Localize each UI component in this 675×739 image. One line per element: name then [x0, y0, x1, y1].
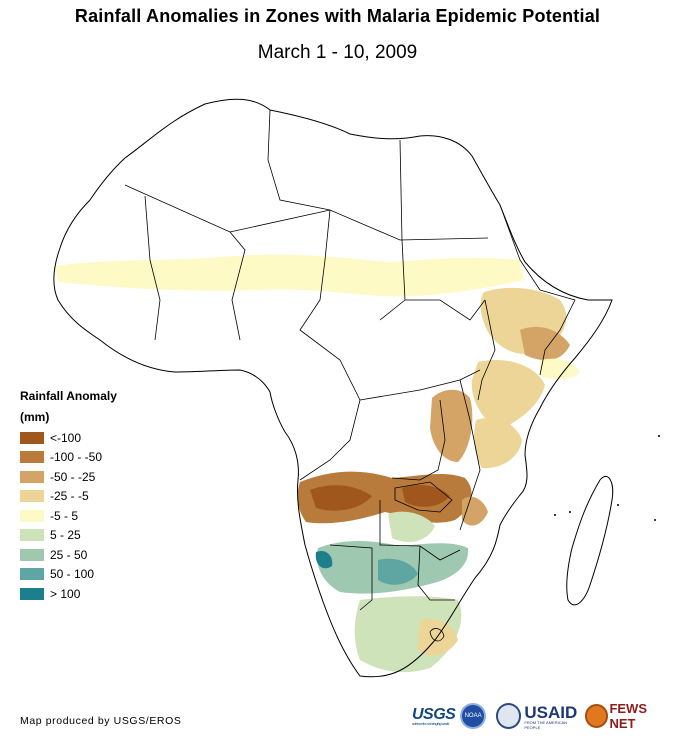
legend-label: -100 - -50 — [50, 450, 103, 465]
legend-item: <-100 — [20, 428, 117, 448]
legend-label: -25 - -5 — [50, 489, 89, 504]
legend-item: -50 - -25 — [20, 467, 117, 487]
legend-swatch — [20, 529, 44, 542]
zone-ethiopia-dry — [520, 326, 570, 361]
legend: Rainfall Anomaly (mm) <-100 -100 - -50 -50… — [20, 386, 117, 604]
zone-tanzania — [474, 418, 522, 469]
legend-label: 5 - 25 — [50, 528, 81, 543]
legend-swatch — [20, 509, 44, 522]
legend-item: -25 - -5 — [20, 487, 117, 507]
anomaly-zones — [55, 254, 580, 673]
madagascar — [566, 475, 614, 606]
zone-zambia-wet — [388, 511, 435, 542]
legend-items: <-100 -100 - -50 -50 - -25 -25 - -5 -5 - 5 5 … — [20, 428, 117, 604]
noaa-logo: NOAA — [460, 703, 486, 729]
map-subtitle: March 1 - 10, 2009 — [257, 42, 418, 63]
legend-swatch — [20, 470, 44, 483]
africa-coastline — [53, 98, 613, 678]
legend-label: -5 - 5 — [50, 508, 79, 523]
legend-item: > 100 — [20, 584, 117, 604]
legend-swatch — [20, 490, 44, 503]
zone-kenya — [471, 360, 545, 430]
legend-item: -100 - -50 — [20, 448, 117, 468]
zone-sahel — [55, 254, 524, 297]
country-borders — [124, 109, 576, 642]
zone-zambia-verydry — [402, 485, 450, 507]
legend-item: 5 - 25 — [20, 526, 117, 546]
legend-unit: (mm) — [20, 410, 50, 424]
logo-strip: USGS science for a changing world NOAA U… — [412, 700, 675, 732]
zone-angola-dry — [297, 471, 472, 524]
legend-title: Rainfall Anomaly — [20, 389, 117, 403]
legend-label: <-100 — [50, 430, 82, 445]
zone-south-africa-dry — [418, 619, 458, 656]
legend-swatch — [20, 568, 44, 581]
map-credit: Map produced by USGS/EROS — [20, 715, 182, 727]
legend-item: -5 - 5 — [20, 506, 117, 526]
legend-item: 50 - 100 — [20, 565, 117, 585]
fews-disc-icon — [584, 704, 609, 728]
legend-label: 25 - 50 — [50, 547, 88, 562]
zone-botswana-wet — [378, 558, 418, 585]
zone-angola-verydry — [310, 485, 372, 511]
legend-swatch — [20, 431, 44, 444]
legend-item: 25 - 50 — [20, 545, 117, 565]
islands — [554, 435, 660, 521]
legend-swatch — [20, 548, 44, 561]
zone-namibia-verywet — [315, 550, 333, 569]
legend-label: 50 - 100 — [50, 567, 95, 582]
legend-swatch — [20, 587, 44, 600]
usaid-seal-icon — [495, 703, 522, 729]
zone-great-lakes — [430, 389, 473, 462]
legend-label: > 100 — [50, 586, 81, 601]
legend-label: -50 - -25 — [50, 469, 96, 484]
usaid-logo: USAID FROM THE AMERICAN PEOPLE — [524, 702, 578, 730]
fews-net-logo: FEWS NET — [584, 701, 675, 731]
usgs-logo: USGS science for a changing world — [412, 706, 456, 726]
legend-swatch — [20, 451, 44, 464]
map-title: Rainfall Anomalies in Zones with Malaria… — [74, 6, 601, 26]
